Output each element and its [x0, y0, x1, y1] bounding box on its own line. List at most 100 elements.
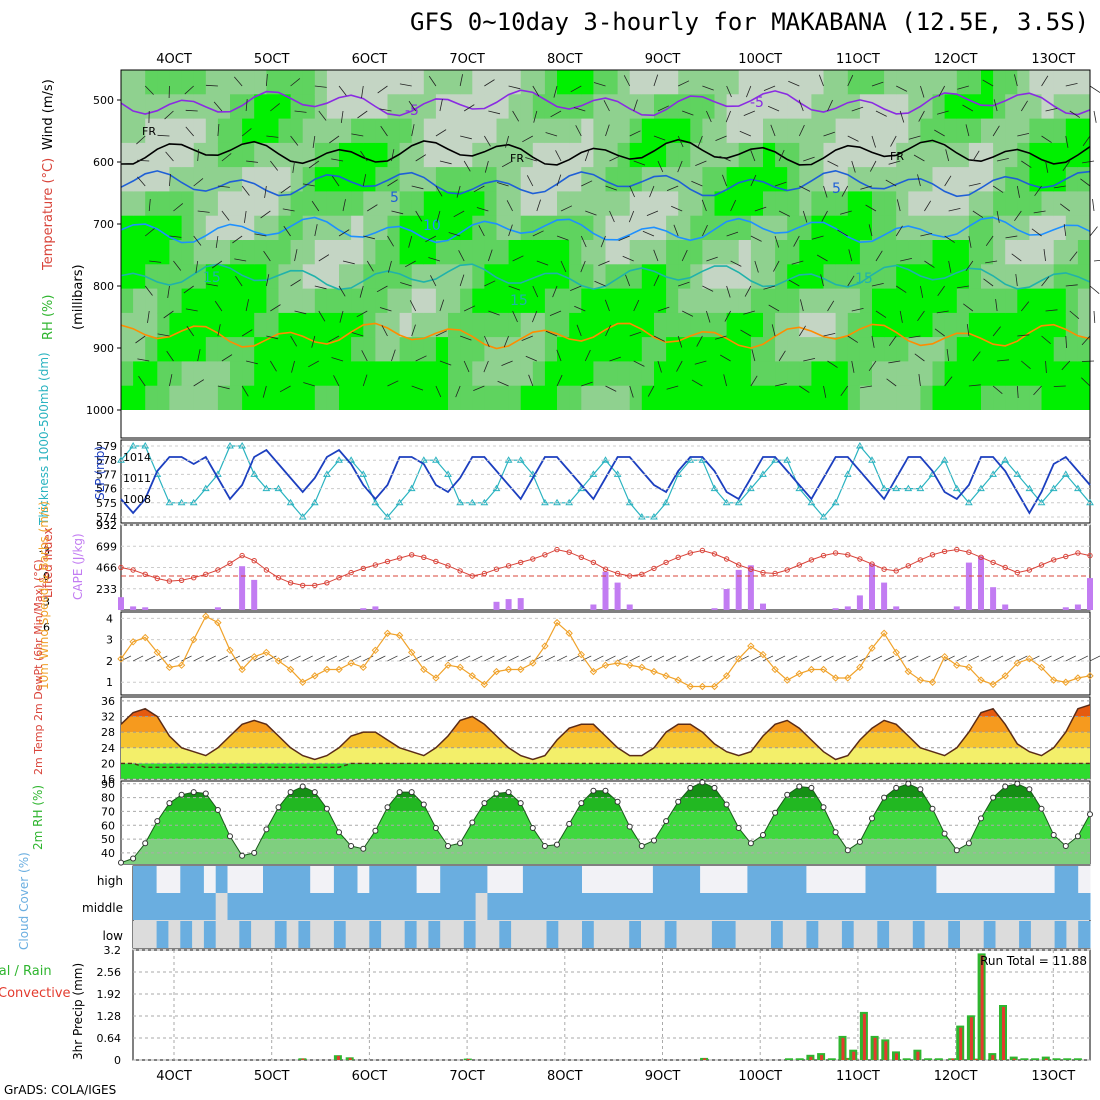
cloud-cell: [511, 893, 524, 920]
cloud-cell: [522, 893, 536, 920]
rh-cell: [399, 191, 413, 217]
x-tick-label-top: 7OCT: [449, 52, 485, 67]
rh-cell: [278, 240, 292, 265]
rh-cell: [932, 70, 946, 95]
wind-speed-point: [117, 655, 125, 663]
rh-point: [239, 852, 246, 859]
wind-barb: [501, 360, 513, 366]
rh-point: [808, 784, 815, 791]
li-point: [251, 558, 257, 564]
wind-barb: [282, 208, 295, 212]
wind-barb: [217, 324, 221, 337]
rh-cell: [532, 70, 546, 95]
cloud-cell: [759, 921, 772, 948]
temp-tick-label: 16: [101, 773, 115, 786]
rh-cell: [932, 191, 946, 217]
wind-speed-point: [819, 665, 828, 674]
rh-cell: [690, 240, 703, 265]
rh-cell: [956, 94, 970, 120]
rh-cell: [242, 215, 255, 241]
rh-cell: [290, 191, 304, 217]
wind-barb: [532, 85, 540, 97]
rh-cell: [544, 264, 558, 290]
rh-cell: [532, 264, 546, 290]
rh-cell: [290, 361, 304, 387]
rh-cell: [944, 312, 958, 338]
rh-cell: [375, 361, 388, 387]
surface-barb: [871, 655, 883, 662]
cloud-cell: [168, 893, 181, 920]
rh-cell: [981, 94, 994, 120]
surface-barb: [145, 655, 156, 662]
wind-barb: [798, 124, 805, 137]
rh-cell: [581, 240, 594, 265]
wind-barb: [963, 303, 974, 312]
cloud-cell: [794, 893, 807, 920]
rh-cell: [435, 361, 449, 387]
rh-cell: [423, 240, 437, 265]
rh-cell: [557, 337, 570, 362]
cloud-cell: [381, 921, 394, 948]
li-point: [796, 562, 802, 568]
wind-barb: [744, 285, 752, 297]
cloud-cell: [652, 893, 666, 920]
rh-point: [832, 829, 839, 836]
wind-barb: [340, 110, 344, 123]
rh-cell: [763, 312, 776, 338]
rh-cell: [1029, 94, 1042, 120]
cloud-cell: [239, 866, 252, 893]
cloud-cell: [948, 921, 961, 948]
rh-cell: [230, 94, 243, 120]
wind-barb: [992, 125, 1000, 137]
wind-barb: [750, 174, 757, 187]
rh-cell: [1077, 118, 1091, 144]
precip-tick-label: 1.92: [97, 988, 122, 1001]
rh-cell: [823, 70, 837, 95]
li-point: [832, 550, 839, 556]
rh-cell: [217, 240, 231, 265]
wind-barb: [691, 379, 703, 387]
cloud-cell: [664, 866, 677, 893]
wind-barb: [681, 310, 694, 317]
thickness-tick-label: 579: [96, 440, 117, 453]
rh-cell: [605, 191, 619, 217]
wind-barb: [532, 285, 539, 298]
rh-cell: [157, 191, 170, 217]
rh-cell: [460, 167, 473, 192]
rh-cell: [690, 385, 703, 411]
rh-cell: [714, 264, 728, 290]
wind-speed-point: [238, 665, 246, 674]
surface-barb: [363, 655, 374, 662]
rh-cell: [641, 118, 655, 144]
wind-barb: [895, 285, 907, 293]
rh-point: [554, 841, 560, 848]
rh-cell: [835, 361, 849, 387]
x-tick-label-bottom: 8OCT: [547, 1069, 583, 1084]
rh-cell: [1053, 264, 1067, 290]
wind-barb: [653, 249, 659, 262]
rh-cell: [629, 288, 643, 314]
wind-speed-point: [298, 678, 307, 686]
wind-barb: [995, 299, 998, 312]
rh-cell: [557, 94, 570, 120]
li-point: [312, 582, 318, 589]
wind-barb: [938, 85, 946, 97]
wind-barb: [701, 199, 707, 212]
rh-cell: [1017, 70, 1030, 95]
wind-barb: [778, 210, 790, 217]
rh-cell: [763, 337, 776, 362]
cloud-layer-label: high: [97, 874, 123, 888]
rh-cell: [254, 167, 267, 192]
rh-cell: [314, 118, 328, 144]
wind-barb: [379, 108, 392, 112]
wind-barb: [730, 260, 742, 267]
surface-barb: [326, 655, 338, 662]
rh-cell: [121, 385, 134, 411]
ylabel-lifted-index: Lifted Index: [41, 527, 55, 598]
precip-convective-bar: [852, 1051, 856, 1060]
wind-barb: [908, 135, 921, 140]
cloud-cell: [263, 921, 276, 948]
precip-convective-bar: [862, 1013, 866, 1060]
li-point: [287, 580, 294, 586]
rh-cell: [266, 264, 279, 290]
